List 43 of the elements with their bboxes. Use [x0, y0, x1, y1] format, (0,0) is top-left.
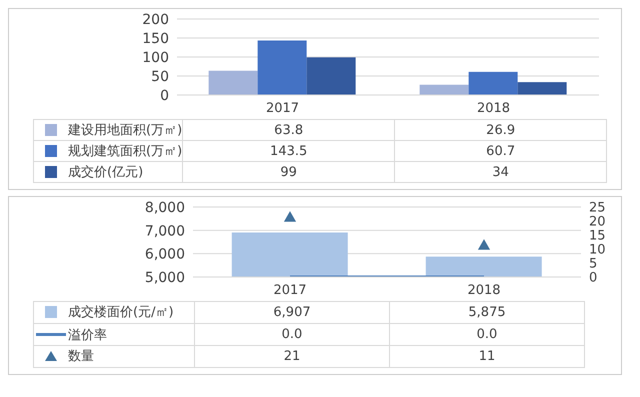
legend-label: 成交价(亿元) — [68, 164, 144, 180]
y2-tick-label: 5 — [589, 256, 598, 272]
data-label: 11 — [390, 346, 584, 368]
data-label: 34 — [394, 162, 607, 182]
y-tick-label: 100 — [142, 50, 169, 66]
y2-tick-label: 10 — [589, 242, 606, 258]
x-tick-label: 2018 — [467, 283, 501, 298]
x-tick-label: 2018 — [476, 101, 510, 116]
y-tick-label: 6,000 — [144, 246, 185, 263]
y-tick-label: 5,000 — [144, 270, 185, 286]
data-label: 0.0 — [390, 324, 584, 346]
y-tick-label: 0 — [160, 88, 169, 104]
data-label: 21 — [194, 346, 390, 368]
y-tick-label: 50 — [151, 68, 169, 85]
bar — [518, 82, 567, 95]
legend-label: 规划建筑面积(万㎡) — [68, 142, 182, 160]
legend-label: 溢价率 — [68, 326, 107, 344]
bar — [258, 40, 307, 95]
x-tick-label: 2017 — [266, 101, 300, 116]
bar — [208, 70, 258, 95]
x-tick-label: 2017 — [273, 283, 307, 298]
y-tick-label: 7,000 — [144, 223, 185, 240]
bar — [468, 72, 518, 95]
y-tick-label: 150 — [142, 30, 169, 47]
legend-label: 成交楼面价(元/㎡) — [68, 304, 174, 321]
legend-label: 建设用地面积(万㎡) — [68, 122, 182, 138]
y-tick-label: 200 — [142, 12, 169, 28]
data-label: 63.8 — [182, 120, 395, 140]
bar — [420, 84, 469, 95]
data-label: 60.7 — [394, 140, 607, 162]
y2-tick-label: 15 — [589, 228, 606, 244]
data-label: 0.0 — [194, 324, 390, 346]
data-label: 26.9 — [394, 120, 607, 140]
data-label: 6,907 — [194, 302, 390, 324]
data-label: 5,875 — [390, 302, 584, 324]
y2-tick-label: 25 — [589, 200, 606, 216]
bar — [306, 57, 356, 95]
y2-tick-label: 20 — [589, 214, 606, 230]
data-label: 99 — [182, 162, 395, 182]
data-label: 143.5 — [182, 140, 395, 162]
legend-label: 数量 — [68, 348, 94, 365]
y-tick-label: 8,000 — [144, 200, 185, 216]
y2-tick-label: 0 — [589, 270, 598, 286]
